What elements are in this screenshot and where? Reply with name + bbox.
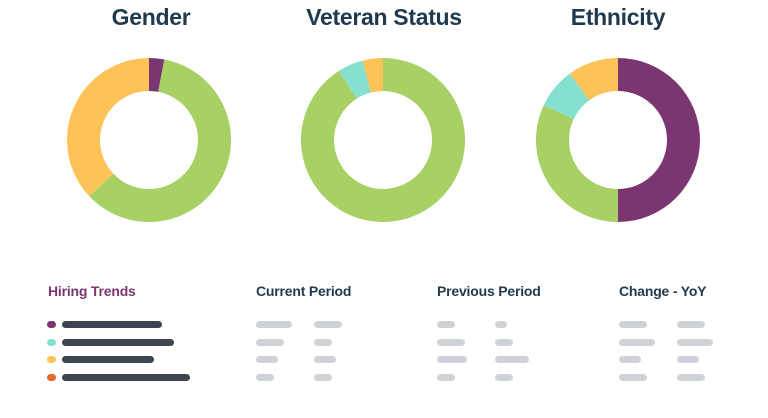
label-placeholder: [62, 321, 162, 328]
value-placeholder: [677, 356, 699, 363]
donut-slice: [67, 58, 149, 197]
chart-title: Ethnicity: [570, 4, 666, 30]
value-placeholder: [677, 339, 713, 346]
value-placeholder: [314, 374, 332, 381]
value-placeholder: [437, 374, 455, 381]
value-placeholder: [495, 356, 529, 363]
header-change-yoy: Change - YoY: [619, 283, 707, 299]
value-placeholder: [314, 339, 332, 346]
value-placeholder: [677, 374, 705, 381]
donut-slice: [569, 58, 618, 101]
value-placeholder: [256, 374, 274, 381]
label-placeholder: [62, 374, 190, 381]
ethnicity-donut: [536, 58, 700, 222]
gender-donut: [67, 58, 231, 223]
value-placeholder: [256, 356, 278, 363]
legend-dot-purple: [47, 321, 56, 328]
header-current-period: Current Period: [256, 283, 352, 299]
header-previous-period: Previous Period: [437, 283, 541, 299]
chart-ethnicity: Ethnicity: [518, 0, 718, 32]
value-placeholder: [619, 374, 647, 381]
donut-slice: [89, 59, 231, 223]
chart-veteran-status: Veteran Status: [284, 0, 484, 32]
value-placeholder: [437, 356, 467, 363]
veteran-status-donut: [301, 58, 465, 222]
value-placeholder: [495, 339, 513, 346]
donut-slice: [362, 58, 383, 93]
value-placeholder: [437, 339, 465, 346]
value-placeholder: [619, 321, 647, 328]
value-placeholder: [619, 339, 655, 346]
donut-slice: [618, 58, 700, 222]
legend-dot-teal: [47, 339, 56, 346]
chart-gender: Gender: [51, 0, 251, 32]
value-placeholder: [437, 321, 455, 328]
value-placeholder: [256, 339, 284, 346]
donut-slice: [149, 58, 165, 92]
legend-dot-orange: [47, 374, 56, 381]
value-placeholder: [495, 321, 507, 328]
header-hiring-trends: Hiring Trends: [48, 283, 136, 299]
value-placeholder: [256, 321, 292, 328]
value-placeholder: [314, 321, 342, 328]
donut-slice: [543, 73, 590, 120]
label-placeholder: [62, 356, 154, 363]
value-placeholder: [619, 356, 641, 363]
label-placeholder: [62, 339, 174, 346]
donut-slice: [536, 105, 618, 222]
legend-dot-yellow: [47, 356, 56, 363]
chart-title: Veteran Status: [306, 4, 462, 30]
chart-title: Gender: [111, 4, 191, 30]
donut-slice: [301, 58, 465, 222]
donut-slice: [339, 60, 371, 99]
value-placeholder: [677, 321, 705, 328]
value-placeholder: [495, 374, 513, 381]
value-placeholder: [314, 356, 336, 363]
